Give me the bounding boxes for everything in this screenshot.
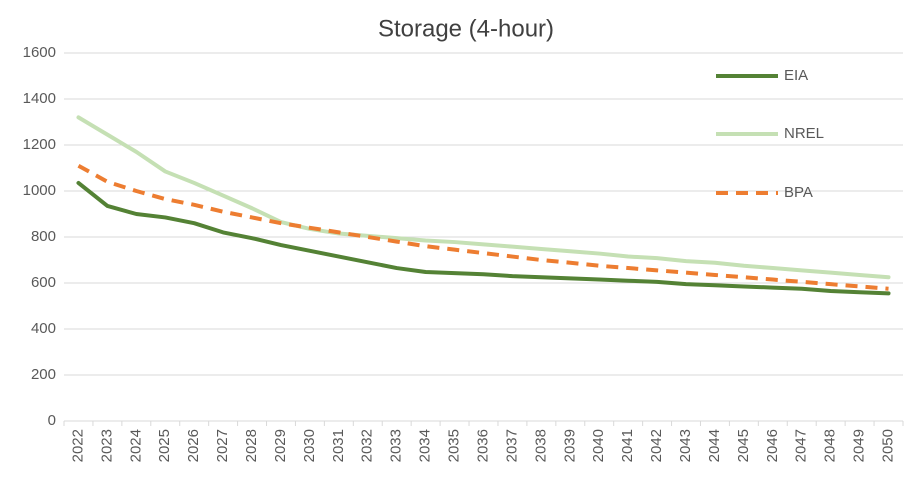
series-line [77,163,889,291]
y-tick-label: 1400 [23,90,56,107]
x-tick-label: 2028 [243,429,260,462]
x-tick-label: 2044 [706,429,723,462]
legend-label: NREL [784,125,824,142]
x-tick-label: 2032 [359,429,376,462]
y-tick-label: 1000 [23,182,56,199]
x-tick-label: 2022 [69,429,86,462]
legend-label: EIA [784,67,808,84]
x-tick-label: 2038 [532,429,549,462]
series-line [76,180,891,296]
x-tick-label: 2048 [822,429,839,462]
x-tick-label: 2046 [764,429,781,462]
x-tick-label: 2033 [388,429,405,462]
legend-label: BPA [784,184,813,201]
x-tick-label: 2047 [793,429,810,462]
chart-title: Storage (4-hour) [378,15,554,42]
y-tick-label: 1600 [23,44,56,61]
x-tick-label: 2031 [330,429,347,462]
x-tick-label: 2041 [619,429,636,462]
x-tick-label: 2030 [301,429,318,462]
x-tick-label: 2039 [561,429,578,462]
x-tick-label: 2040 [590,429,607,462]
y-tick-label: 800 [31,228,56,245]
x-tick-label: 2037 [503,429,520,462]
x-tick-label: 2024 [127,429,144,462]
x-tick-label: 2049 [851,429,868,462]
x-tick-label: 2036 [474,429,491,462]
x-tick-label: 2027 [214,429,231,462]
x-tick-label: 2023 [98,429,115,462]
x-tick-label: 2025 [156,429,173,462]
x-tick-label: 2035 [446,429,463,462]
x-tick-label: 2026 [185,429,202,462]
y-tick-label: 400 [31,320,56,337]
x-tick-label: 2029 [272,429,289,462]
x-tick-label: 2043 [677,429,694,462]
x-tick-label: 2045 [735,429,752,462]
y-tick-label: 200 [31,366,56,383]
series-line [76,115,891,280]
y-tick-label: 1200 [23,136,56,153]
x-tick-label: 2042 [648,429,665,462]
y-tick-label: 600 [31,274,56,291]
y-tick-label: 0 [48,412,56,429]
x-tick-label: 2034 [417,429,434,462]
x-tick-label: 2050 [880,429,897,462]
